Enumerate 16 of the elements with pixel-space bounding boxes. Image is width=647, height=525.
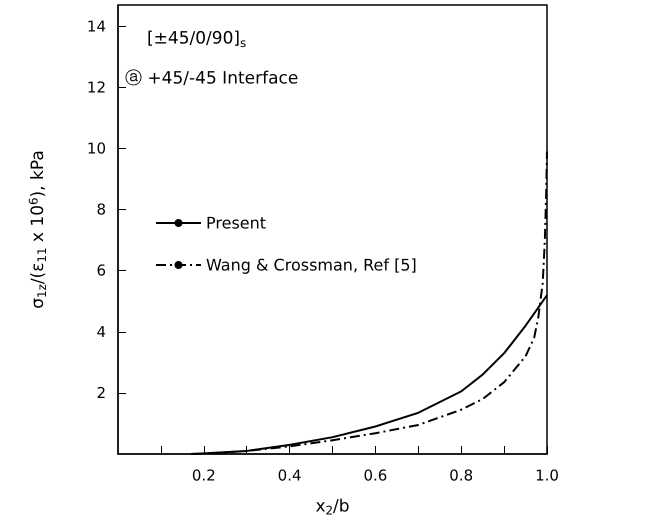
x-tick-label: 0.2: [192, 466, 216, 484]
y-tick-label: 6: [96, 262, 106, 280]
y-tick-label: 12: [86, 78, 106, 96]
x-tick-label: 1.0: [535, 466, 559, 484]
x-tick-label: 0.8: [449, 466, 474, 484]
y-tick-label: 2: [96, 384, 106, 402]
annotation: ⓐ +45/-45 Interface: [125, 68, 298, 88]
y-tick-label: 14: [86, 17, 106, 36]
legend-label: Present: [206, 214, 266, 232]
y-tick-label: 8: [96, 200, 106, 219]
y-axis-title: σ1z/(ε11 x 106), kPa: [26, 150, 49, 309]
y-tick-label: 10: [86, 140, 106, 158]
x-tick-label: 0.6: [363, 466, 388, 484]
legend-label: Wang & Crossman, Ref [5]: [206, 256, 417, 274]
y-tick-label: 4: [96, 322, 106, 341]
x-tick-label: 0.4: [278, 466, 302, 484]
